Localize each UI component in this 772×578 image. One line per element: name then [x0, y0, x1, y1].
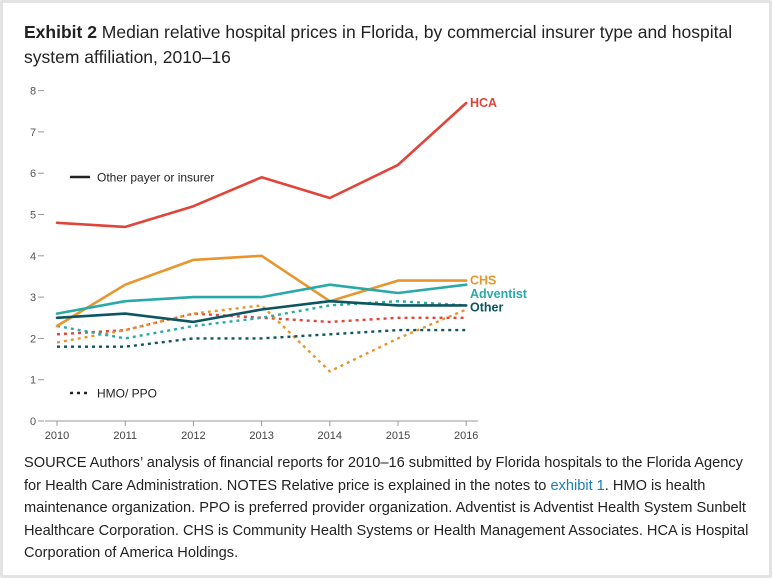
x-tick-label: 2015: [386, 430, 410, 442]
series-label-other: Other: [470, 301, 503, 315]
x-tick-label: 2012: [181, 430, 205, 442]
series-line-adventist-solid: [55, 283, 468, 315]
series-line-adventist-dotted: [56, 299, 467, 340]
series-label-hca: HCA: [470, 96, 497, 110]
x-tick-label: 2014: [318, 430, 342, 442]
y-tick-label: 1: [30, 375, 36, 387]
y-tick-label: 3: [30, 292, 36, 304]
series-line-chs-dotted: [56, 304, 467, 373]
y-tick-label: 8: [30, 86, 36, 98]
line-chart: 0 1 2 3 4 5 6 7 8 2010 2011 2012 2013 2014 2015 2016 HCA…: [30, 86, 528, 442]
exhibit-1-link[interactable]: exhibit 1: [550, 477, 605, 494]
legend-solid-label: Other payer or insurer: [97, 171, 214, 185]
x-tick-label: 2010: [45, 430, 69, 442]
series-label-adventist: Adventist: [470, 287, 528, 301]
legend-dotted-label: HMO/ PPO: [97, 387, 157, 401]
source-notes: SOURCE Authors’ analysis of financial re…: [24, 452, 754, 565]
y-tick-label: 5: [30, 210, 36, 222]
notes-text: SOURCE Authors’ analysis of financial re…: [24, 455, 743, 494]
y-tick-label: 0: [30, 416, 36, 428]
series-line-hca-solid: [55, 101, 468, 229]
x-tick-label: 2016: [454, 430, 478, 442]
x-tick-label: 2011: [113, 430, 137, 442]
exhibit-title: Exhibit 2 Median relative hospital price…: [24, 20, 754, 70]
y-tick-label: 6: [30, 168, 36, 180]
notes-rest-text: . HMO is health maintenance organization…: [24, 477, 749, 562]
series-line-chs-solid: [55, 254, 468, 328]
series-label-chs: CHS: [470, 274, 496, 288]
series-line-other-solid: [55, 299, 468, 324]
exhibit-title-text: Median relative hospital prices in Flori…: [24, 22, 733, 67]
x-tick-label: 2013: [249, 430, 273, 442]
series-line-hca-dotted: [56, 312, 467, 336]
series-line-other-dotted: [57, 328, 467, 348]
exhibit-label: Exhibit 2: [24, 22, 102, 42]
y-tick-label: 4: [30, 251, 36, 263]
y-tick-label: 2: [30, 333, 36, 345]
y-tick-label: 7: [30, 127, 36, 139]
